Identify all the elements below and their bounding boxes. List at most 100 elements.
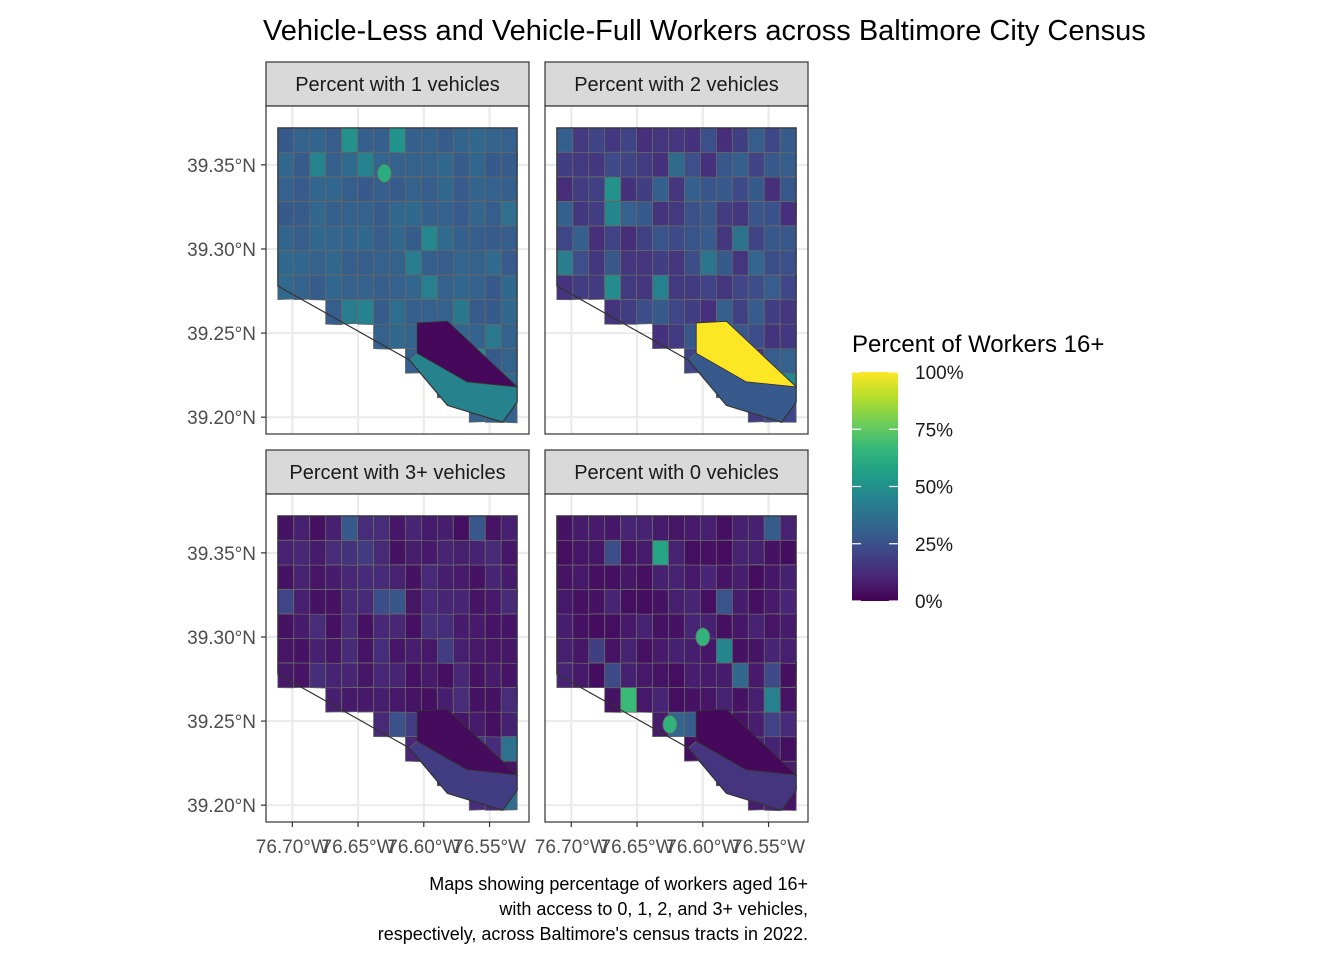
census-tract [684, 299, 701, 325]
census-tract [668, 539, 685, 566]
census-tract [779, 299, 797, 325]
census-tract [604, 151, 622, 178]
census-tract [468, 515, 486, 542]
census-tract [452, 539, 470, 566]
census-tract [620, 299, 638, 325]
facet-strip-label: Percent with 3+ vehicles [289, 462, 505, 484]
census-tract [436, 225, 454, 251]
census-tract [779, 589, 797, 615]
census-tract [484, 299, 502, 326]
census-tract [572, 589, 590, 615]
census-tract [373, 515, 390, 541]
census-tract [715, 225, 733, 252]
census-tract [652, 589, 669, 615]
census-tract [325, 515, 343, 541]
census-tract [572, 638, 590, 664]
census-tract [500, 662, 518, 688]
caption-line-2: with access to 0, 1, 2, and 3+ vehicles, [498, 899, 808, 919]
census-tract [484, 638, 502, 664]
census-tract [662, 715, 678, 734]
census-tract [763, 176, 781, 202]
census-tract [341, 299, 359, 325]
census-tract [452, 299, 470, 325]
census-tract [556, 201, 574, 227]
census-tracts [277, 515, 519, 811]
census-tract [468, 299, 486, 325]
census-tract [668, 613, 685, 640]
census-tract [309, 151, 327, 178]
census-tract [293, 613, 311, 639]
census-tract [341, 613, 359, 639]
census-tract [747, 613, 766, 640]
y-tick-label: 39.30°N [187, 240, 256, 261]
census-tract [452, 176, 470, 203]
census-tract [652, 539, 669, 566]
census-tract [373, 250, 390, 276]
census-tract [652, 274, 669, 300]
census-tract [436, 127, 454, 153]
census-tract [572, 151, 590, 178]
census-tract [421, 250, 438, 276]
census-tract [731, 515, 749, 541]
census-tract [668, 589, 686, 615]
census-tract [389, 127, 406, 154]
census-tract [277, 589, 295, 615]
census-tract [700, 250, 717, 276]
census-tract [779, 323, 797, 350]
x-tick-label: 76.65°W [322, 837, 395, 858]
census-tract [604, 201, 622, 227]
census-tract [684, 151, 702, 178]
census-tract [668, 127, 686, 153]
census-tract [405, 662, 422, 688]
census-tract [747, 176, 765, 202]
census-tract [731, 176, 749, 203]
census-tract [452, 151, 470, 178]
census-tract [684, 515, 701, 541]
census-tract [684, 225, 702, 251]
panel-border [544, 493, 809, 823]
census-tract [715, 201, 733, 227]
census-tract [405, 515, 422, 541]
census-tract [652, 250, 670, 276]
census-tract [421, 299, 438, 325]
census-tract [604, 176, 622, 202]
census-tract [500, 515, 518, 541]
census-tract [484, 225, 502, 251]
census-tract [293, 515, 311, 542]
census-tract [779, 736, 797, 762]
census-tract [436, 539, 454, 566]
census-tract [452, 589, 470, 615]
census-tract [484, 515, 502, 542]
census-tract [277, 250, 295, 276]
census-tract [405, 638, 422, 664]
census-tract [293, 539, 311, 566]
census-tract [763, 711, 781, 738]
census-tract [636, 250, 654, 277]
census-tract [500, 589, 518, 615]
census-tract [293, 127, 311, 154]
facet-panel: Percent with 2 vehicles [544, 61, 809, 435]
x-tick-label: 76.70°W [256, 837, 329, 858]
census-tract [309, 539, 327, 566]
census-tract [325, 201, 343, 227]
census-tract [484, 176, 502, 203]
census-tract [373, 201, 391, 227]
census-tract [652, 638, 670, 664]
census-tract [715, 151, 733, 178]
x-tick-label: 76.60°W [666, 837, 739, 858]
census-tract [747, 564, 765, 590]
census-tract [309, 638, 327, 664]
census-tract [668, 662, 686, 688]
census-tract [341, 274, 359, 301]
facet-strip [265, 61, 530, 107]
census-tract [436, 638, 454, 664]
census-tract [763, 613, 781, 640]
census-tract [452, 687, 470, 714]
census-tract [389, 250, 406, 277]
census-tract [700, 515, 717, 541]
census-tract [341, 250, 359, 276]
census-tract [325, 662, 343, 689]
census-tract [700, 274, 718, 301]
census-tract [468, 151, 486, 178]
census-tract [452, 613, 470, 640]
